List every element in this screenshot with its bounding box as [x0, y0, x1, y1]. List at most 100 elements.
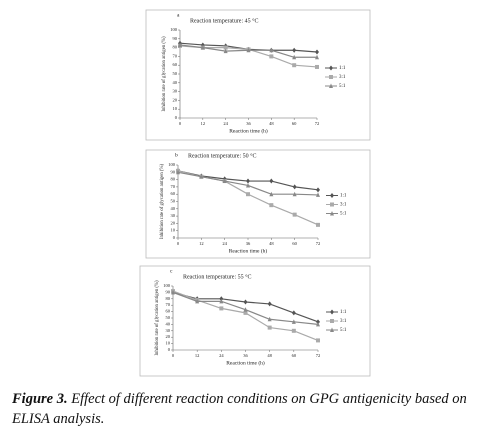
caption-label: Figure 3.	[12, 391, 68, 407]
y-tick-label: 60	[171, 191, 176, 196]
y-tick-label: 20	[166, 334, 171, 339]
marker	[330, 319, 334, 323]
marker	[292, 47, 297, 53]
marker	[269, 47, 274, 53]
x-tick-label: 72	[316, 353, 321, 358]
y-tick-label: 30	[166, 328, 171, 333]
x-tick-label: 72	[315, 121, 320, 126]
marker	[316, 187, 320, 193]
marker	[219, 298, 224, 304]
panel-label: c	[170, 268, 173, 274]
y-tick-label: 0	[168, 347, 171, 352]
marker	[269, 178, 274, 184]
marker	[330, 211, 334, 216]
y-tick-label: 0	[175, 115, 178, 120]
y-tick-label: 50	[166, 315, 171, 320]
y-tick-label: 0	[173, 235, 176, 240]
y-tick-label: 90	[166, 289, 171, 294]
marker	[316, 338, 320, 343]
marker	[330, 327, 334, 332]
x-tick-label: 24	[219, 353, 224, 358]
marker	[267, 316, 272, 322]
marker	[291, 310, 296, 316]
y-tick-label: 20	[173, 97, 178, 102]
marker	[292, 212, 297, 217]
y-tick-label: 10	[171, 228, 176, 233]
x-tick-label: 48	[269, 121, 274, 126]
marker	[223, 45, 228, 50]
series-line	[172, 291, 319, 323]
y-axis-label: Inhibition rate of glycation antigen (%)	[162, 36, 167, 112]
marker	[178, 42, 182, 47]
legend-label: 1:1	[340, 194, 347, 199]
y-tick-label: 70	[173, 53, 178, 58]
y-tick-label: 30	[171, 213, 176, 218]
y-tick-label: 100	[170, 27, 178, 32]
chart-title: Reaction temperature: 55 °C	[183, 273, 252, 280]
marker	[269, 191, 274, 197]
marker	[329, 65, 333, 71]
y-axis-label: Inhibition rate of glycation antigen (%)	[155, 280, 160, 356]
marker	[223, 48, 228, 54]
y-tick-label: 100	[163, 283, 171, 288]
marker	[246, 178, 250, 184]
marker	[292, 63, 297, 68]
marker	[316, 222, 320, 227]
y-tick-label: 70	[171, 184, 176, 189]
x-tick-label: 36	[246, 121, 251, 126]
marker	[316, 321, 320, 327]
x-tick-label: 36	[246, 241, 251, 246]
x-tick-label: 0	[177, 241, 180, 246]
y-tick-label: 50	[171, 199, 176, 204]
marker	[316, 319, 320, 325]
marker	[243, 307, 248, 312]
marker	[292, 54, 297, 60]
caption: Figure 3. Effect of different reaction c…	[12, 389, 497, 429]
x-tick-label: 12	[201, 121, 206, 126]
marker	[267, 301, 272, 307]
marker	[269, 203, 274, 208]
marker	[243, 310, 248, 315]
x-axis-label: Reaction time (h)	[226, 359, 265, 366]
marker	[315, 54, 319, 60]
x-axis-label: Reaction time (h)	[229, 247, 268, 254]
y-tick-label: 10	[173, 106, 178, 111]
chart-title: Reaction temperature: 50 °C	[188, 152, 257, 159]
marker	[330, 309, 334, 315]
marker	[219, 306, 224, 311]
x-tick-label: 36	[243, 353, 248, 358]
x-tick-label: 60	[292, 241, 297, 246]
x-axis-label: Reaction time (h)	[229, 127, 268, 134]
marker	[329, 75, 333, 79]
x-tick-label: 0	[179, 121, 182, 126]
y-tick-label: 70	[166, 302, 171, 307]
legend-label: 3:1	[340, 203, 347, 208]
marker	[291, 319, 296, 324]
y-tick-label: 80	[173, 45, 178, 50]
legend-label: 5:1	[340, 212, 347, 217]
panel-frame	[139, 265, 371, 377]
y-tick-label: 10	[166, 341, 171, 346]
y-tick-label: 40	[166, 321, 171, 326]
y-tick-label: 100	[168, 162, 176, 167]
marker	[330, 193, 334, 198]
y-tick-label: 40	[173, 80, 178, 85]
marker	[243, 299, 248, 305]
panel-frame	[145, 149, 371, 259]
x-tick-label: 12	[195, 353, 200, 358]
x-tick-label: 48	[269, 241, 274, 246]
y-tick-label: 20	[171, 220, 176, 225]
y-tick-label: 40	[171, 206, 176, 211]
y-tick-label: 90	[171, 169, 176, 174]
chart-title: Reaction temperature: 45 °C	[190, 17, 259, 24]
panel-label: a	[177, 12, 180, 18]
marker	[292, 184, 297, 190]
x-tick-label: 12	[199, 241, 204, 246]
panel-frame	[145, 9, 371, 141]
y-tick-label: 60	[173, 62, 178, 67]
legend-label: 3:1	[339, 75, 346, 80]
x-tick-label: 60	[292, 121, 297, 126]
y-axis-label: Inhibition rate of glycation antigen (%)	[160, 163, 165, 239]
marker	[330, 202, 334, 207]
